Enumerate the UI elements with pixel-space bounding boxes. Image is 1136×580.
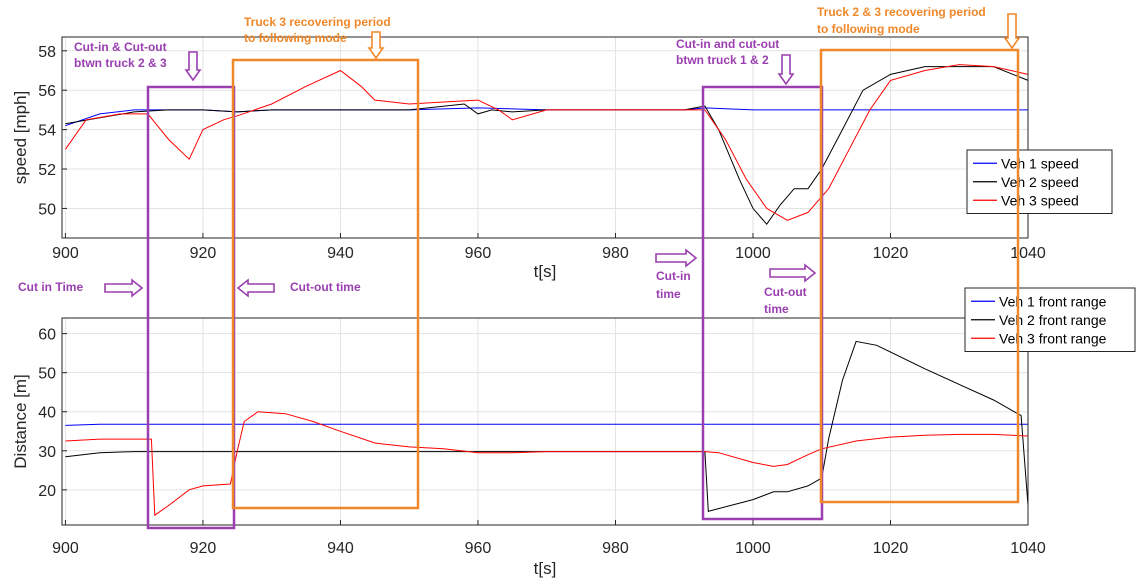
x-tick-label: 980 xyxy=(602,540,629,557)
y-tick-label: 30 xyxy=(38,444,56,461)
annotation-truck23-line1: Truck 2 & 3 recovering period xyxy=(817,5,986,19)
annotation-truck23-line2: to following mode xyxy=(817,22,920,36)
legend-label: Veh 3 front range xyxy=(999,330,1107,346)
series-line-3 xyxy=(64,64,1029,221)
x-tick-label: 960 xyxy=(465,245,492,262)
x-tick-label: 1020 xyxy=(873,245,909,262)
legend-label: Veh 1 speed xyxy=(1001,155,1079,171)
right-arrow-icon xyxy=(104,278,144,298)
series-line-2 xyxy=(65,66,1029,226)
speed-axes: 900 920 940 960 980 1000 1020 1040 50 52 54 56 58 t[s… xyxy=(11,36,1113,281)
annotation-overlays xyxy=(104,13,1021,530)
legend-label: Veh 1 front range xyxy=(999,293,1107,309)
right-arrow-icon xyxy=(655,248,698,268)
left-arrow-icon xyxy=(236,278,275,298)
y-tick-label: 52 xyxy=(38,162,56,179)
x-tick-label: 920 xyxy=(190,245,217,262)
y-axis-label: speed [mph] xyxy=(11,91,30,185)
annotation-cutin-23-line1: Cut-in & Cut-out xyxy=(74,40,167,54)
y-tick-label: 40 xyxy=(38,405,56,422)
truck3-recovering-box xyxy=(231,58,420,510)
annotation-cutin-12-line1: Cut-in and cut-out xyxy=(676,37,779,51)
y-tick-label: 60 xyxy=(38,327,56,344)
annotation-truck3-line1: Truck 3 recovering period xyxy=(244,15,391,29)
x-axis-label: t[s] xyxy=(534,559,557,578)
y-axis-label: Distance [m] xyxy=(11,374,30,468)
axes-box xyxy=(61,317,1029,526)
series-line-3 xyxy=(65,411,1029,517)
x-tick-label: 940 xyxy=(327,540,354,557)
y-tick-label: 20 xyxy=(38,483,56,500)
annotation-cutin-time2-line1: Cut-in xyxy=(656,269,691,283)
x-tick-label: 900 xyxy=(52,245,79,262)
series-line-2 xyxy=(65,340,1029,512)
y-tick-label: 58 xyxy=(38,44,56,61)
x-tick-label: 940 xyxy=(327,245,354,262)
y-tick-label: 54 xyxy=(38,123,56,140)
annotation-cutin-time2-line2: time xyxy=(656,287,681,301)
annotation-cutout-time2-line2: time xyxy=(764,302,789,316)
plot-area xyxy=(62,318,1028,525)
legend-label: Veh 3 speed xyxy=(1001,192,1079,208)
right-arrow-icon xyxy=(769,263,817,283)
x-tick-label: 1020 xyxy=(873,540,909,557)
y-tick-label: 50 xyxy=(38,366,56,383)
annotation-cutin-23-line2: btwn truck 2 & 3 xyxy=(74,56,167,70)
plot-area xyxy=(62,37,1028,238)
x-tick-label: 960 xyxy=(465,540,492,557)
legend-label: Veh 2 speed xyxy=(1001,174,1079,190)
y-tick-label: 50 xyxy=(38,201,56,218)
x-tick-label: 920 xyxy=(190,540,217,557)
annotation-cutout-time2-line1: Cut-out xyxy=(764,285,807,299)
x-tick-label: 900 xyxy=(52,540,79,557)
annotation-cutin-12-line2: btwn truck 1 & 2 xyxy=(676,53,769,67)
down-arrow-icon xyxy=(367,31,385,60)
annotation-truck3-line2: to following mode xyxy=(244,31,347,45)
truck23-recovering-box xyxy=(819,48,1020,504)
down-arrow-icon xyxy=(184,51,202,82)
x-tick-label: 1000 xyxy=(735,245,771,262)
down-arrow-icon xyxy=(1003,13,1021,50)
x-tick-label: 980 xyxy=(602,245,629,262)
legend-label: Veh 2 front range xyxy=(999,312,1107,328)
axes-box xyxy=(61,36,1029,239)
distance-axes: 900 920 940 960 980 1000 1020 1040 20 30 40 50 60 t[s… xyxy=(11,287,1136,578)
x-axis-label: t[s] xyxy=(534,262,557,281)
series-line-1 xyxy=(65,423,1028,426)
annotation-cut-out-time: Cut-out time xyxy=(290,280,361,294)
x-tick-label: 1000 xyxy=(735,540,771,557)
x-tick-label: 1040 xyxy=(1010,540,1046,557)
x-tick-label: 1040 xyxy=(1010,245,1046,262)
down-arrow-icon xyxy=(777,54,795,86)
y-tick-label: 56 xyxy=(38,83,56,100)
annotation-cut-in-time: Cut in Time xyxy=(18,280,83,294)
